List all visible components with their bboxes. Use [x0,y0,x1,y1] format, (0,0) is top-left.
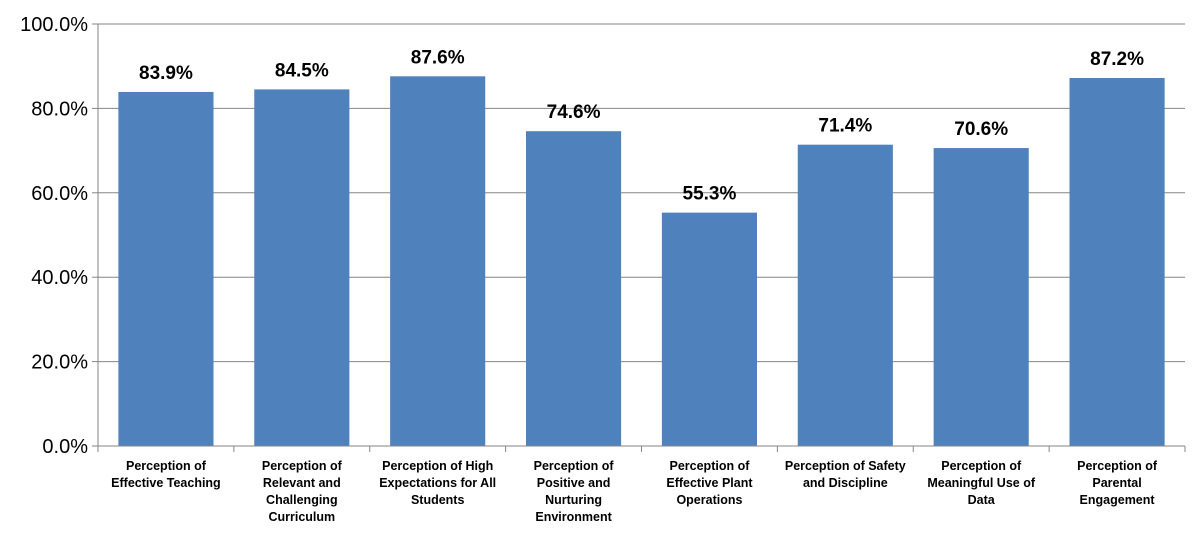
x-tick-label-line: Perception of [941,459,1022,473]
x-tick-label: Perception of Meaningful Use of Data [927,459,1035,507]
bar [390,76,486,446]
bar [1069,78,1165,447]
bar [797,144,893,446]
x-tick-label-line: Engagement [1080,493,1156,507]
x-tick-label-line: Effective Plant [666,476,753,490]
y-tick-label: 80.0% [31,98,88,120]
x-tick-label-line: Curriculum [268,510,335,524]
x-tick-label: Perception of Safety and Discipline [785,459,906,490]
x-tick-label-line: Positive and [537,476,611,490]
bar [933,148,1029,446]
axes [92,23,1186,452]
y-axis-ticks: 0.0% 20.0% 40.0% 60.0% 80.0% 100.0% [20,14,88,458]
x-tick-label-line: Perception of [534,459,615,473]
x-tick-label-line: Perception of [262,459,343,473]
y-tick-label: 60.0% [31,183,88,205]
x-tick-label: Perception of Effective Teaching [111,459,221,490]
x-tick-label-line: Environment [535,510,612,524]
data-label: 70.6% [954,119,1008,140]
y-tick-label: 100.0% [20,14,88,36]
bars [118,76,1165,447]
bar [118,91,214,446]
x-tick-label-line: Data [968,493,996,507]
x-tick-label: Perception of Parental Engagement [1077,459,1158,507]
x-tick-label-line: Students [411,493,465,507]
bar [254,89,350,446]
x-tick-label-line: Challenging [266,493,338,507]
bar [661,212,757,446]
x-tick-label-line: Effective Teaching [111,476,221,490]
data-label: 84.5% [275,60,329,81]
x-tick-label-line: Operations [676,493,742,507]
data-label: 74.6% [547,102,601,123]
y-tick-label: 40.0% [31,267,88,289]
x-axis-ticks: Perception of Effective TeachingPerceptio… [111,459,1158,524]
bar [526,131,622,447]
x-tick-label-line: and Discipline [803,476,888,490]
x-tick-label-line: Meaningful Use of [927,476,1035,490]
data-label: 55.3% [683,184,737,205]
x-tick-label-line: Perception of [1077,459,1158,473]
x-tick-label-line: Expectations for All [379,476,496,490]
x-tick-label-line: Perception of [670,459,751,473]
x-tick-label: Perception of High Expectations for All St… [379,459,496,507]
x-tick-label-line: Parental [1092,476,1141,490]
x-tick-label-line: Perception of High [382,459,493,473]
y-tick-label: 20.0% [31,352,88,374]
x-tick-label-line: Relevant and [263,476,341,490]
y-tick-label: 0.0% [42,436,88,458]
data-label: 87.2% [1090,49,1144,70]
x-tick-label: Perception of Relevant and Challenging Curr… [262,459,343,524]
data-label: 71.4% [818,116,872,137]
x-tick-label-line: Perception of [126,459,207,473]
data-labels: 83.9% 84.5% 87.6% 74.6% 55.3% 71.4% 70.6% 87.2% [139,47,1144,204]
data-label: 87.6% [411,47,465,68]
data-label: 83.9% [139,63,193,84]
x-tick-label: Perception of Effective Plant Operations [666,459,753,507]
x-tick-label: Perception of Positive and Nurturing Enviro… [534,459,615,524]
x-tick-label-line: Nurturing [545,493,602,507]
x-tick-label-line: Perception of Safety [785,459,906,473]
